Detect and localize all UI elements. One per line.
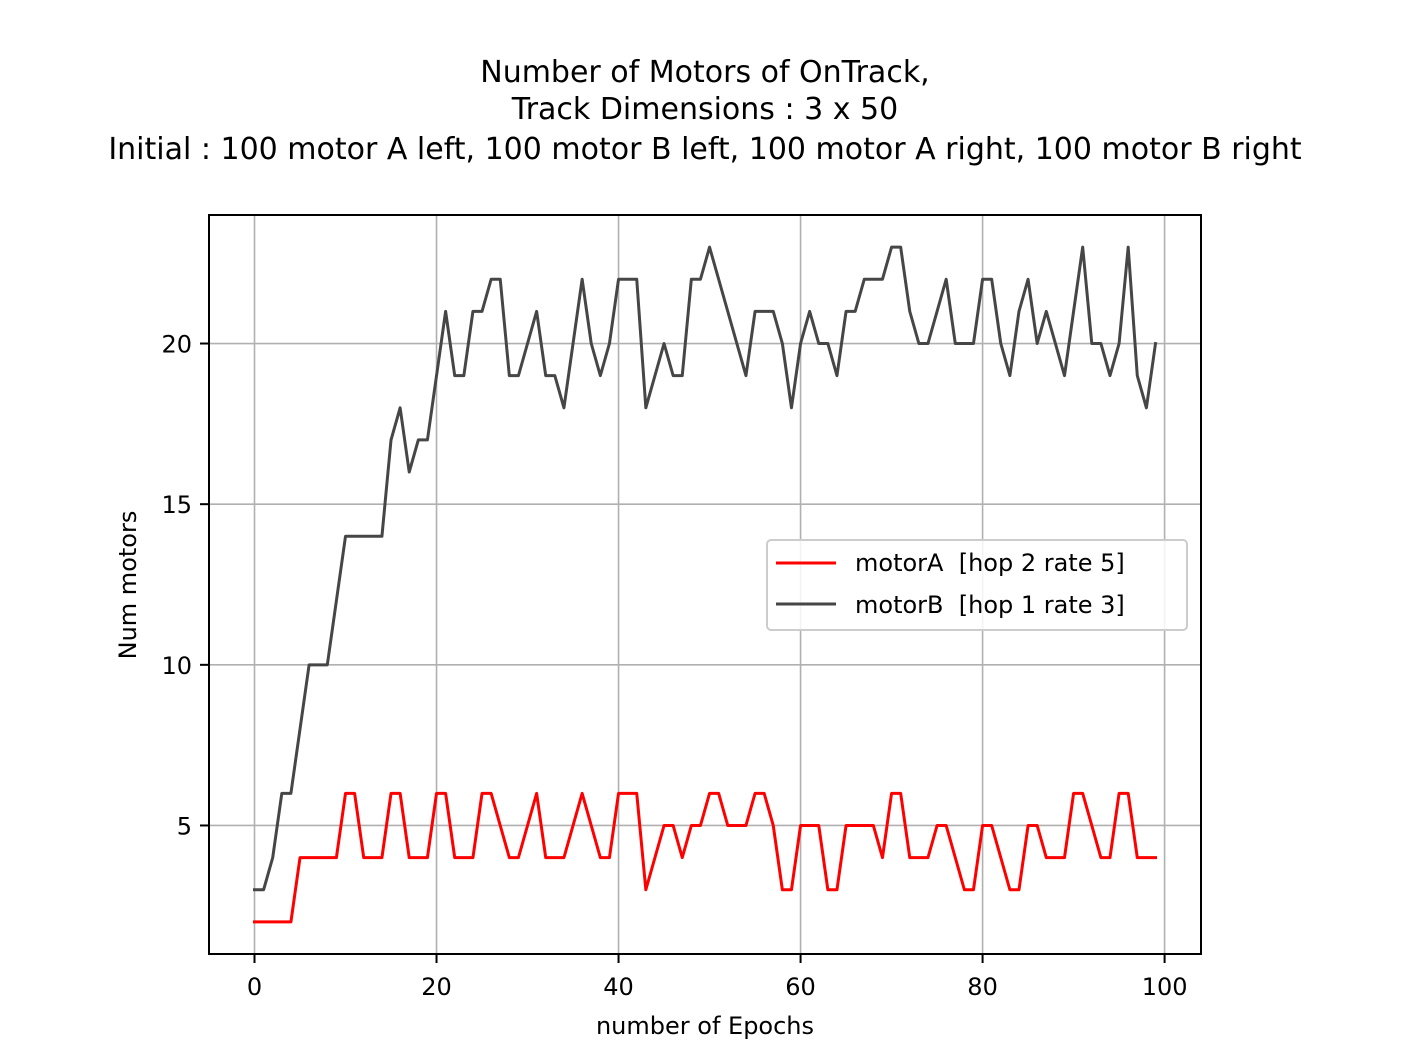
legend-label-motorA: motorA [hop 2 rate 5] [855,549,1125,577]
x-tick-label: 20 [421,973,452,1001]
y-tick-label: 10 [161,652,192,680]
y-tick-label: 5 [177,812,192,840]
x-tick-label: 60 [785,973,816,1001]
axes-frame [208,214,1202,955]
y-tick-label: 15 [161,491,192,519]
legend-label-motorB: motorB [hop 1 rate 3] [855,591,1125,619]
chart-title-line-2: Track Dimensions : 3 x 50 [511,92,899,127]
x-tick-label: 0 [247,973,262,1001]
ticks: 0 20 40 60 80 100 5 10 15 20 [161,331,1187,1001]
x-tick-label: 80 [967,973,998,1001]
legend: motorA [hop 2 rate 5] motorB [hop 1 rate… [766,539,1188,631]
series-group [253,245,1158,924]
series-line-motorA [253,791,1157,924]
legend-box [766,539,1188,631]
x-axis-label: number of Epochs [596,1012,814,1040]
y-axis-label: Num motors [114,511,142,660]
chart-title-line-3: Initial : 100 motor A left, 100 motor B … [108,132,1302,167]
series-line-motorB [253,245,1158,892]
y-tick-label: 20 [161,331,192,359]
x-tick-label: 100 [1142,973,1188,1001]
x-tick-label: 40 [603,973,634,1001]
chart-title-line-1: Number of Motors of OnTrack, [480,55,930,90]
